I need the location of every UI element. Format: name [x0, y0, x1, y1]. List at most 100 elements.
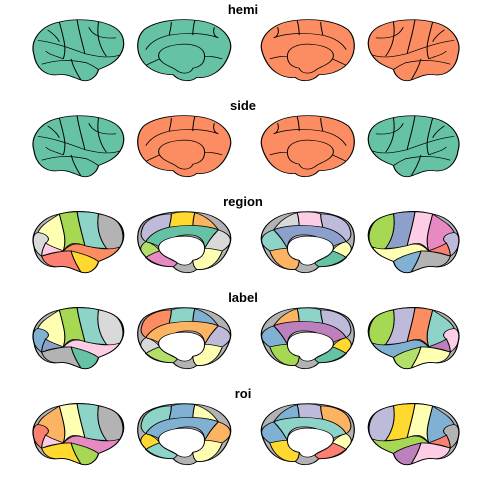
sulcus-line: [371, 40, 455, 58]
sulcus-line: [406, 19, 416, 54]
brain-hemi-medial-left: [137, 19, 232, 82]
sulcus-line: [432, 125, 445, 138]
surface-outline: [32, 403, 125, 466]
sulcus-line: [393, 156, 451, 166]
parcel-region: [296, 307, 324, 324]
sulcus-line: [88, 27, 117, 39]
sulcus-line: [37, 40, 121, 58]
sulcus-line: [192, 116, 196, 132]
sulcus-line: [428, 50, 447, 60]
sulcus-line: [273, 27, 279, 39]
medial-wall: [286, 331, 334, 362]
surface-outline: [32, 19, 125, 82]
sulcus-line: [426, 21, 434, 59]
row-title-label: label: [228, 290, 258, 305]
medial-wall: [158, 427, 206, 458]
medial-wall: [286, 139, 334, 170]
surface-outline: [260, 115, 355, 178]
sulcus-line: [393, 60, 451, 70]
brain-label-medial-right: [260, 307, 355, 370]
surface-outline: [32, 211, 125, 274]
surface-outline: [260, 211, 355, 274]
sulcus-line: [432, 29, 445, 42]
sulcus-line: [273, 129, 347, 146]
surface-outline: [32, 115, 125, 178]
brain-side-lateral-left: [32, 115, 125, 178]
brain-region-medial-right: [260, 211, 355, 274]
brain-side-medial-right: [260, 115, 355, 178]
brain-region-medial-left: [137, 211, 232, 274]
sulcus-line: [76, 115, 86, 150]
sulcus-line: [97, 117, 107, 153]
sulcus-line: [410, 58, 422, 81]
sulcus-line: [320, 117, 324, 132]
sulcus-line: [58, 21, 66, 59]
sulcus-line: [296, 20, 300, 36]
sulcus-line: [375, 123, 404, 135]
surface-fill: [33, 19, 124, 81]
sulcus-line: [70, 154, 82, 177]
brain-roi-lateral-left: [32, 402, 125, 466]
row-title-region: region: [223, 194, 263, 209]
surface-outline: [367, 19, 460, 82]
parcel-region: [296, 403, 324, 420]
row-title-hemi: hemi: [227, 2, 259, 17]
surface-fill: [368, 115, 459, 177]
medial-wall: [158, 235, 206, 266]
brain-hemi-lateral-right: [367, 19, 460, 82]
sulcus-line: [70, 58, 82, 81]
surface-outline: [367, 307, 460, 370]
brain-side-lateral-right: [367, 115, 460, 178]
brain-label-medial-left: [137, 307, 232, 370]
parcel-region: [168, 403, 196, 420]
sulcus-line: [426, 117, 434, 155]
sulcus-line: [269, 151, 288, 156]
brain-region-lateral-left: [32, 210, 125, 274]
sulcus-line: [47, 29, 60, 42]
sulcus-line: [37, 136, 121, 154]
sulcus-line: [213, 27, 219, 39]
medial-wall: [286, 427, 334, 458]
sulcus-line: [204, 55, 223, 60]
sulcus-line: [428, 146, 447, 156]
brain-region-lateral-right: [367, 210, 460, 274]
sulcus-line: [385, 117, 395, 153]
medial-wall: [158, 331, 206, 362]
sulcus-line: [296, 116, 300, 132]
sulcus-line: [371, 136, 455, 154]
brain-hemi-lateral-left: [32, 19, 125, 82]
surface-outline: [260, 19, 355, 82]
row-title-side: side: [229, 98, 256, 113]
sulcus-line: [45, 146, 64, 156]
brain-roi-medial-left: [137, 403, 232, 466]
sulcus-line: [168, 21, 172, 36]
sulcus-line: [204, 151, 223, 156]
surface-outline: [137, 115, 232, 178]
surface-outline: [137, 307, 232, 370]
medial-wall: [158, 139, 206, 170]
sulcus-line: [41, 60, 99, 70]
row-title-roi: roi: [234, 386, 252, 401]
surface-fill: [368, 19, 459, 81]
surface-outline: [260, 307, 355, 370]
sulcus-line: [41, 156, 99, 166]
sulcus-line: [58, 117, 66, 155]
parcel-region: [168, 307, 196, 324]
brain-roi-lateral-right: [367, 402, 460, 466]
sulcus-line: [406, 115, 416, 150]
medial-wall: [286, 235, 334, 266]
parcel-region: [296, 211, 324, 228]
sulcus-line: [273, 123, 279, 135]
surface-outline: [137, 19, 232, 82]
surface-fill: [33, 115, 124, 177]
medial-wall: [286, 43, 334, 74]
medial-wall: [158, 43, 206, 74]
sulcus-line: [97, 21, 107, 57]
parcel-region: [168, 211, 196, 228]
sulcus-line: [213, 123, 219, 135]
brain-side-medial-left: [137, 115, 232, 178]
surface-outline: [367, 211, 460, 274]
sulcus-line: [269, 55, 288, 60]
